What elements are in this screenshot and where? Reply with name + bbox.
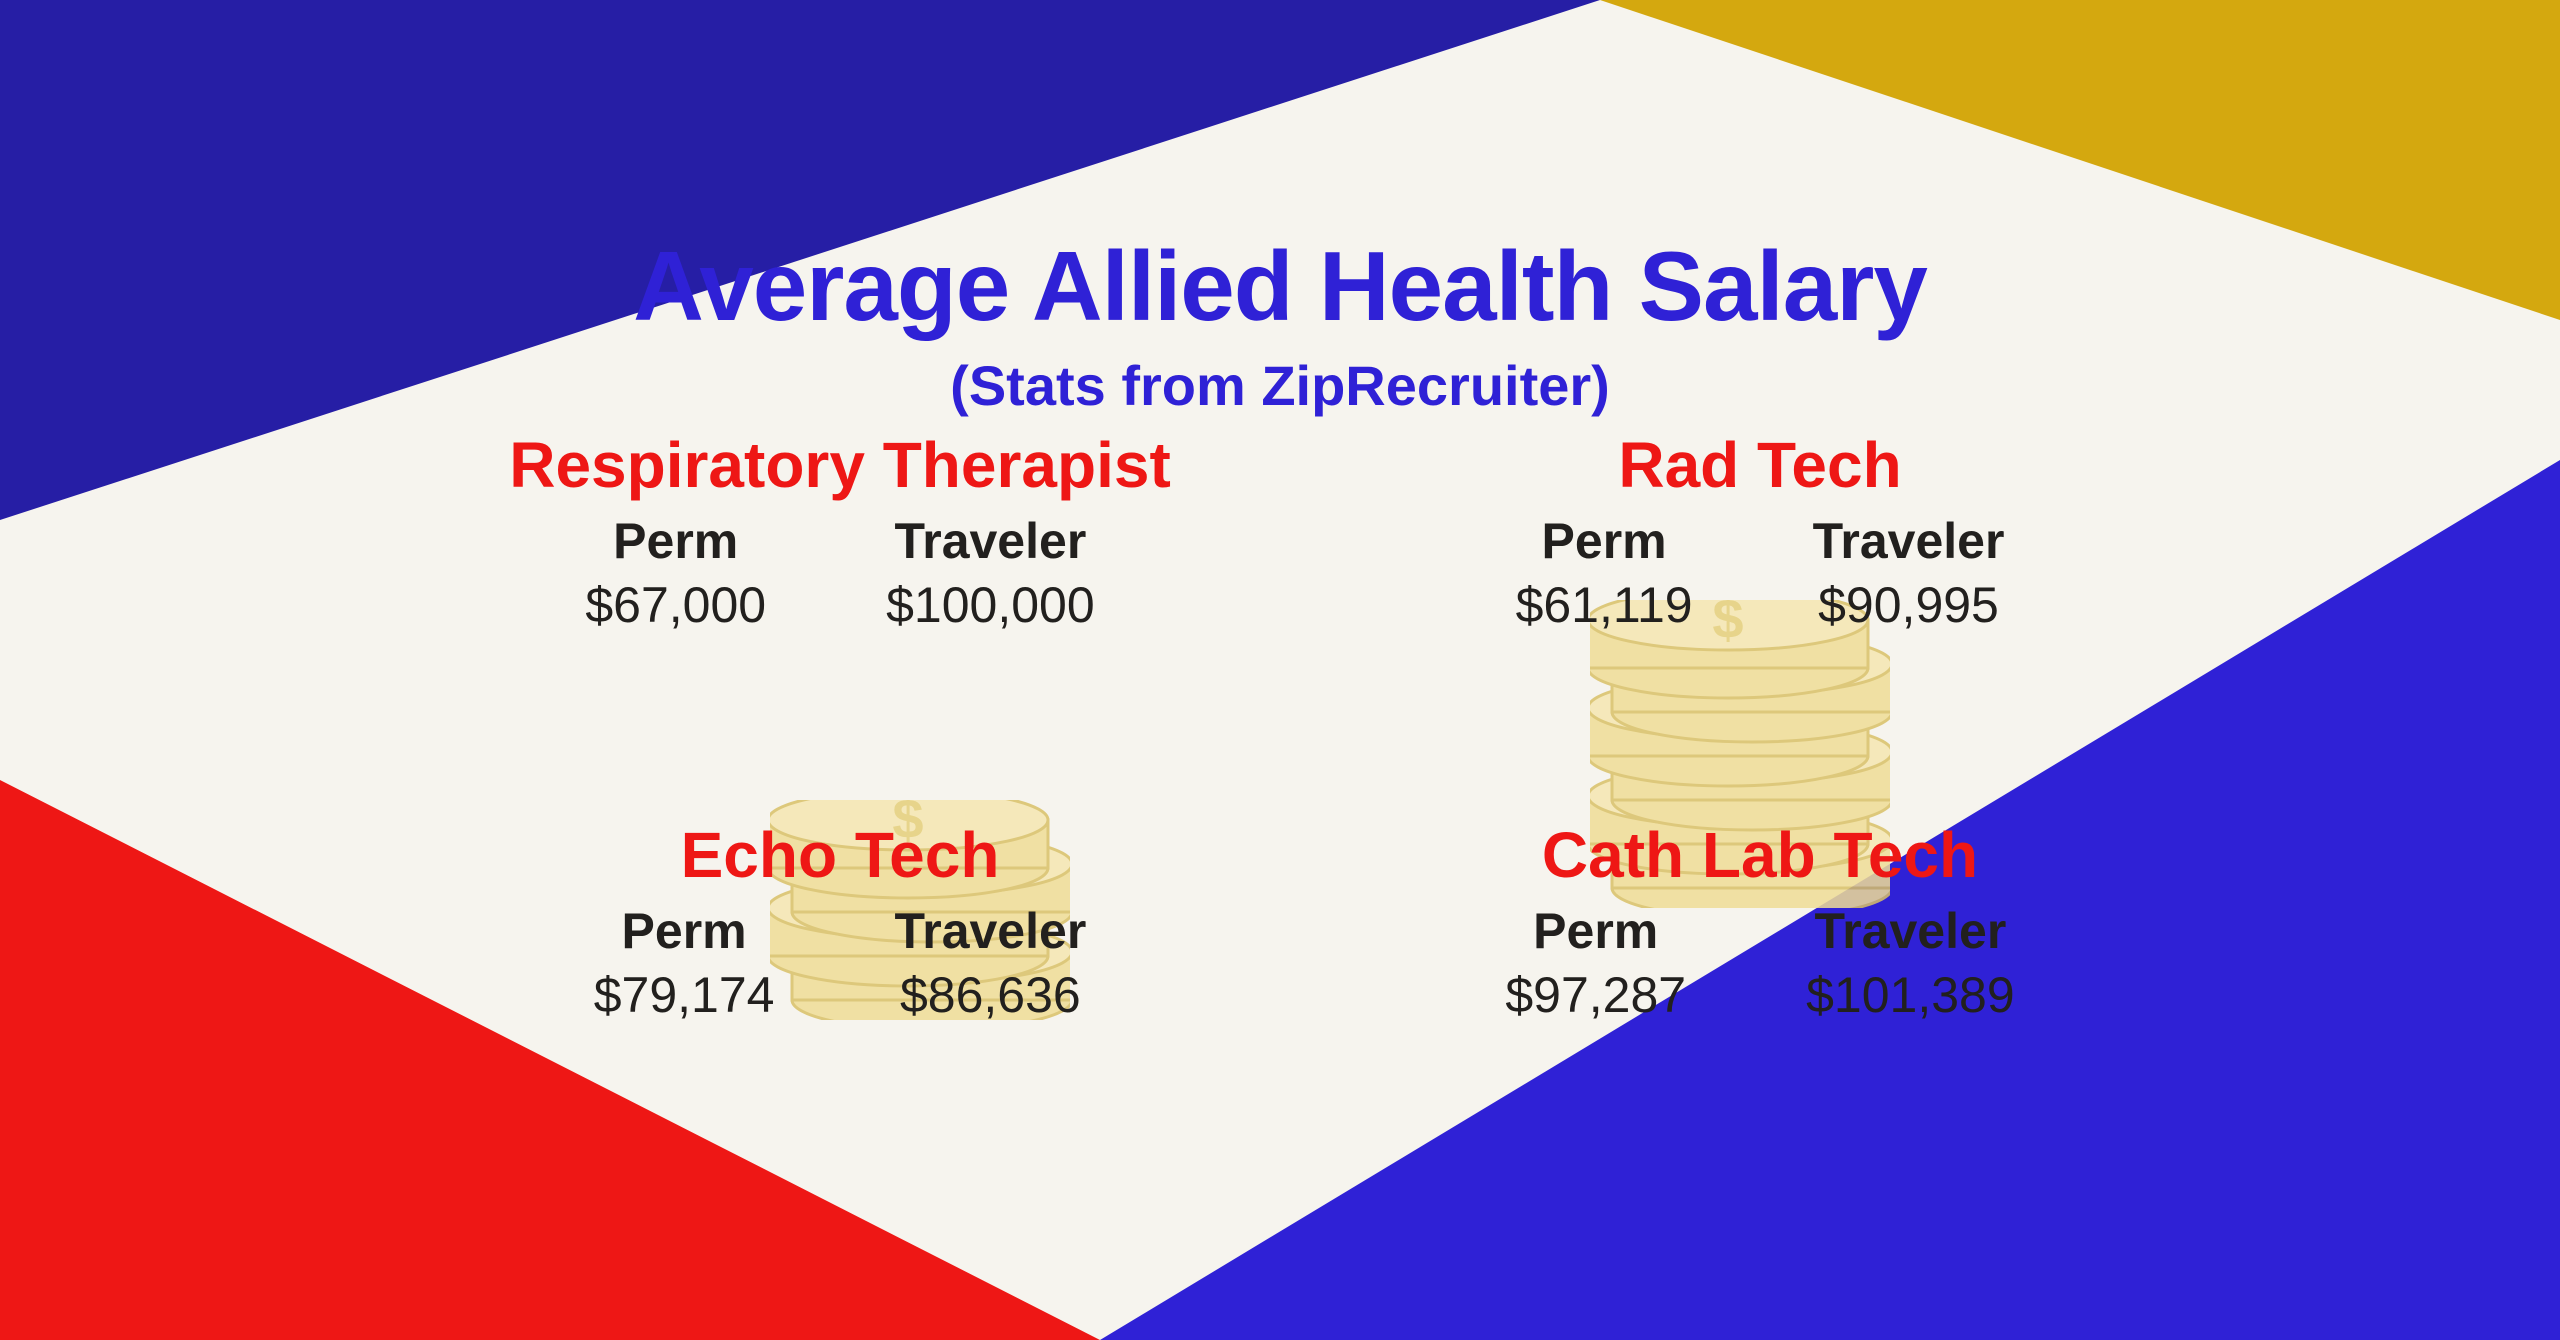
perm-label: Perm [613, 512, 738, 570]
job-card: Echo Tech Perm $79,174 Traveler $86,636 [460, 818, 1220, 1024]
perm-value: $61,119 [1516, 576, 1693, 634]
subtitle: (Stats from ZipRecruiter) [950, 353, 1610, 418]
traveler-value: $90,995 [1818, 576, 1999, 634]
perm-label: Perm [622, 902, 747, 960]
salary-row: Perm $79,174 Traveler $86,636 [460, 902, 1220, 1024]
perm-label: Perm [1533, 902, 1658, 960]
perm-column: Perm $67,000 [585, 512, 766, 634]
job-title: Rad Tech [1380, 428, 2140, 502]
perm-column: Perm $61,119 [1516, 512, 1693, 634]
job-card: Rad Tech Perm $61,119 Traveler $90,995 [1380, 428, 2140, 634]
traveler-label: Traveler [894, 902, 1086, 960]
traveler-column: Traveler $90,995 [1813, 512, 2005, 634]
traveler-column: Traveler $100,000 [886, 512, 1095, 634]
job-card: Cath Lab Tech Perm $97,287 Traveler $101… [1380, 818, 2140, 1024]
traveler-label: Traveler [1814, 902, 2006, 960]
job-title: Echo Tech [460, 818, 1220, 892]
perm-column: Perm $79,174 [594, 902, 775, 1024]
job-card: Respiratory Therapist Perm $67,000 Trave… [460, 428, 1220, 634]
perm-value: $97,287 [1505, 966, 1686, 1024]
traveler-label: Traveler [894, 512, 1086, 570]
salary-grid: Respiratory Therapist Perm $67,000 Trave… [0, 418, 2560, 1340]
perm-value: $67,000 [585, 576, 766, 634]
traveler-column: Traveler $101,389 [1806, 902, 2015, 1024]
traveler-value: $86,636 [900, 966, 1081, 1024]
job-title: Respiratory Therapist [460, 428, 1220, 502]
traveler-value: $101,389 [1806, 966, 2015, 1024]
perm-column: Perm $97,287 [1505, 902, 1686, 1024]
salary-row: Perm $61,119 Traveler $90,995 [1380, 512, 2140, 634]
traveler-label: Traveler [1813, 512, 2005, 570]
traveler-value: $100,000 [886, 576, 1095, 634]
content: Average Allied Health Salary (Stats from… [0, 0, 2560, 1340]
main-title: Average Allied Health Salary [633, 230, 1927, 343]
salary-row: Perm $97,287 Traveler $101,389 [1380, 902, 2140, 1024]
job-title: Cath Lab Tech [1380, 818, 2140, 892]
salary-row: Perm $67,000 Traveler $100,000 [460, 512, 1220, 634]
perm-label: Perm [1542, 512, 1667, 570]
traveler-column: Traveler $86,636 [894, 902, 1086, 1024]
perm-value: $79,174 [594, 966, 775, 1024]
